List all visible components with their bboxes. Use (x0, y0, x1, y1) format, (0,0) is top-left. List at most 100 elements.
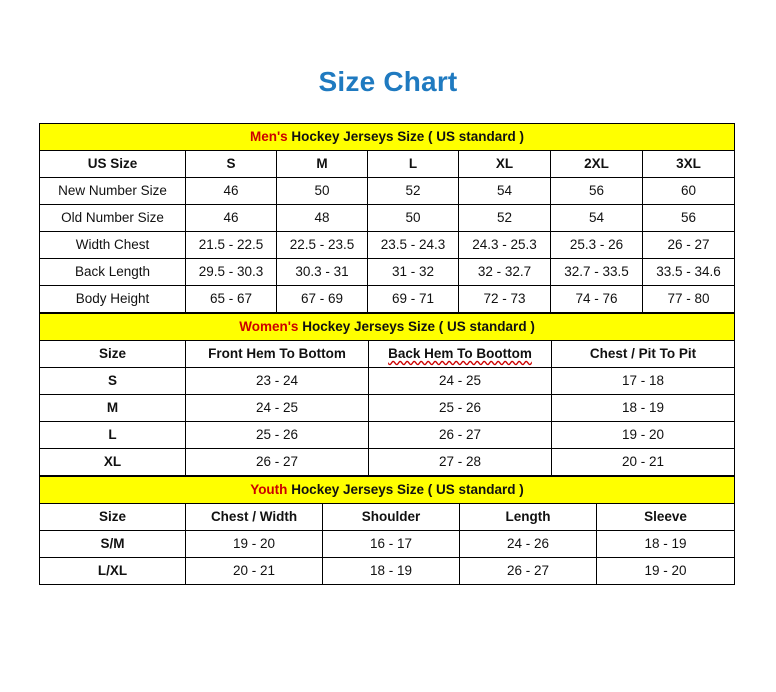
mens-cell-2-1: 22.5 - 23.5 (276, 231, 368, 259)
table-row: S 23 - 24 24 - 25 17 - 18 (39, 367, 736, 395)
mens-cell-1-1: 48 (276, 204, 368, 232)
mens-banner-accent: Men's (249, 129, 288, 144)
mens-cell-0-0: 46 (185, 177, 277, 205)
mens-cell-1-3: 52 (458, 204, 551, 232)
mens-cell-1-5: 56 (642, 204, 735, 232)
table-row: S/M 19 - 20 16 - 17 24 - 26 18 - 19 (39, 530, 735, 558)
womens-cell-0-1: 24 - 25 (368, 367, 552, 395)
table-row: New Number Size 46 50 52 54 56 60 (39, 177, 735, 205)
youth-size-table: Youth Hockey Jerseys Size ( US standard … (39, 476, 735, 585)
mens-cell-3-5: 33.5 - 34.6 (642, 258, 735, 286)
mens-header-cell-6: 3XL (642, 150, 735, 178)
mens-banner-rest: Hockey Jerseys Size ( US standard ) (287, 129, 525, 144)
table-header-row: Size Front Hem To Bottom Back Hem To Boo… (39, 340, 736, 368)
womens-cell-2-0: 25 - 26 (185, 421, 369, 449)
size-tables-container: Men's Hockey Jerseys Size ( US standard … (38, 123, 736, 585)
youth-header-cell-4: Sleeve (596, 503, 735, 531)
mens-header-cell-5: 2XL (550, 150, 643, 178)
mens-header-cell-2: M (276, 150, 368, 178)
mens-row-label-0: New Number Size (39, 177, 186, 205)
womens-row-label-0: S (39, 367, 186, 395)
mens-cell-1-4: 54 (550, 204, 643, 232)
womens-cell-2-1: 26 - 27 (368, 421, 552, 449)
youth-cell-0-1: 16 - 17 (322, 530, 460, 558)
mens-cell-3-1: 30.3 - 31 (276, 258, 368, 286)
table-row: XL 26 - 27 27 - 28 20 - 21 (39, 448, 736, 476)
mens-row-label-1: Old Number Size (39, 204, 186, 232)
table-row: Old Number Size 46 48 50 52 54 56 (39, 204, 735, 232)
womens-header-cell-2: Back Hem To Boottom (368, 340, 552, 368)
mens-cell-4-3: 72 - 73 (458, 285, 551, 313)
mens-cell-2-5: 26 - 27 (642, 231, 735, 259)
youth-header-cell-3: Length (459, 503, 597, 531)
mens-cell-1-0: 46 (185, 204, 277, 232)
mens-banner: Men's Hockey Jerseys Size ( US standard … (39, 123, 735, 151)
mens-cell-0-1: 50 (276, 177, 368, 205)
table-row: Width Chest 21.5 - 22.5 22.5 - 23.5 23.5… (39, 231, 735, 259)
mens-cell-2-4: 25.3 - 26 (550, 231, 643, 259)
womens-row-label-2: L (39, 421, 186, 449)
youth-cell-0-0: 19 - 20 (185, 530, 323, 558)
mens-row-label-3: Back Length (39, 258, 186, 286)
womens-row-label-1: M (39, 394, 186, 422)
womens-cell-1-2: 18 - 19 (550, 394, 736, 422)
mens-cell-4-0: 65 - 67 (185, 285, 277, 313)
womens-cell-3-1: 27 - 28 (368, 448, 552, 476)
womens-header-cell-3: Chest / Pit To Pit (550, 340, 736, 368)
youth-cell-1-0: 20 - 21 (185, 557, 323, 585)
table-banner-row: Men's Hockey Jerseys Size ( US standard … (39, 123, 735, 151)
youth-cell-1-2: 26 - 27 (459, 557, 597, 585)
youth-banner: Youth Hockey Jerseys Size ( US standard … (39, 476, 735, 504)
table-banner-row: Youth Hockey Jerseys Size ( US standard … (39, 476, 735, 504)
youth-cell-1-1: 18 - 19 (322, 557, 460, 585)
womens-cell-3-2: 20 - 21 (550, 448, 736, 476)
womens-cell-1-1: 25 - 26 (368, 394, 552, 422)
womens-cell-1-0: 24 - 25 (185, 394, 369, 422)
youth-row-label-1: L/XL (39, 557, 186, 585)
youth-row-label-0: S/M (39, 530, 186, 558)
womens-header-cell-0: Size (39, 340, 186, 368)
womens-banner-rest: Hockey Jerseys Size ( US standard ) (298, 319, 535, 334)
youth-header-cell-2: Shoulder (322, 503, 460, 531)
table-row: Back Length 29.5 - 30.3 30.3 - 31 31 - 3… (39, 258, 735, 286)
mens-cell-0-4: 56 (550, 177, 643, 205)
table-row: L/XL 20 - 21 18 - 19 26 - 27 19 - 20 (39, 557, 735, 585)
womens-banner-accent: Women's (239, 319, 299, 334)
mens-cell-3-2: 31 - 32 (367, 258, 459, 286)
youth-header-cell-1: Chest / Width (185, 503, 323, 531)
table-row: L 25 - 26 26 - 27 19 - 20 (39, 421, 736, 449)
mens-cell-1-2: 50 (367, 204, 459, 232)
mens-cell-0-5: 60 (642, 177, 735, 205)
mens-cell-4-2: 69 - 71 (367, 285, 459, 313)
mens-header-cell-1: S (185, 150, 277, 178)
table-header-row: US Size S M L XL 2XL 3XL (39, 150, 735, 178)
mens-cell-2-2: 23.5 - 24.3 (367, 231, 459, 259)
table-header-row: Size Chest / Width Shoulder Length Sleev… (39, 503, 735, 531)
mens-row-label-4: Body Height (39, 285, 186, 313)
table-banner-row: Women's Hockey Jerseys Size ( US standar… (38, 313, 736, 341)
youth-cell-0-3: 18 - 19 (596, 530, 735, 558)
womens-cell-0-0: 23 - 24 (185, 367, 369, 395)
womens-cell-0-2: 17 - 18 (550, 367, 736, 395)
mens-cell-4-5: 77 - 80 (642, 285, 735, 313)
misspelled-text: Back Hem To Boottom (388, 346, 532, 361)
womens-banner: Women's Hockey Jerseys Size ( US standar… (38, 313, 736, 341)
youth-banner-rest: Hockey Jerseys Size ( US standard ) (287, 482, 524, 497)
table-row: Body Height 65 - 67 67 - 69 69 - 71 72 -… (39, 285, 735, 313)
page-title: Size Chart (318, 66, 458, 97)
mens-header-cell-4: XL (458, 150, 551, 178)
youth-cell-0-2: 24 - 26 (459, 530, 597, 558)
mens-row-label-2: Width Chest (39, 231, 186, 259)
womens-cell-2-2: 19 - 20 (550, 421, 736, 449)
womens-size-table: Women's Hockey Jerseys Size ( US standar… (38, 313, 736, 476)
youth-banner-accent: Youth (250, 482, 288, 497)
womens-row-label-3: XL (39, 448, 186, 476)
mens-cell-3-3: 32 - 32.7 (458, 258, 551, 286)
mens-cell-4-1: 67 - 69 (276, 285, 368, 313)
mens-cell-3-4: 32.7 - 33.5 (550, 258, 643, 286)
mens-cell-2-3: 24.3 - 25.3 (458, 231, 551, 259)
womens-cell-3-0: 26 - 27 (185, 448, 369, 476)
mens-cell-3-0: 29.5 - 30.3 (185, 258, 277, 286)
youth-cell-1-3: 19 - 20 (596, 557, 735, 585)
